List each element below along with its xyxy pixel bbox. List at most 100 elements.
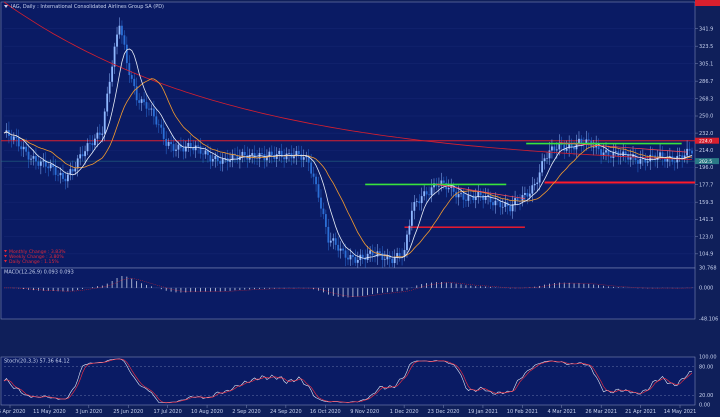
candle-body [369,250,372,254]
macd-tick-label: -48.106 [699,317,718,323]
candle-body [243,151,246,156]
candle-body [302,157,305,160]
candle-body [683,155,686,160]
candle-body [155,116,158,125]
y-tick-label: 250.0 [699,114,713,120]
candle-body [312,173,315,177]
stoch-tick-label: 0.00 [699,403,710,409]
candle-body [673,161,676,163]
candle-body [22,146,25,150]
macd-histogram [4,276,695,298]
candle-body [347,257,349,260]
x-tick-label: 14 May 2021 [664,409,697,415]
candle-body [403,250,406,257]
candle-body [578,138,580,144]
candle-body [383,259,386,260]
candle-body [62,172,64,179]
candle-body [84,151,86,157]
candle-body [462,193,465,200]
candle-body [288,153,290,154]
candle-body [546,158,548,159]
candle-body [339,248,342,251]
candle-body [160,124,163,128]
candle-body [551,146,553,151]
candle-body [204,150,207,155]
candle-body [659,152,661,157]
candle-body [25,146,28,152]
main-price-axis: 341.9 323.5 305.1 286.7 268.3 250.0 232.0 214.0… [695,26,713,258]
candle-body [273,154,276,159]
main-price-panel[interactable]: 341.9 323.5 305.1 286.7 268.3 250.0 232.0 214.0… [0,0,720,272]
candle-body [487,195,489,197]
ma-200-line [3,1,693,160]
candle-body [570,143,573,147]
candle-body [376,251,379,257]
macd-panel[interactable]: 30.768 0.000 -48.106 MACD(12,26,9) 0.093 0… [0,266,718,323]
symbol-dropdown-icon[interactable] [4,5,8,8]
candle-body [646,161,649,163]
candle-body [342,248,344,251]
candle-body [47,166,50,169]
stochastic-panel[interactable]: 100.00 80.00 20.00 0.00 Stoch(20,3,3) 57.36… [0,355,717,409]
main-grid [4,28,695,255]
candle-body [482,195,485,200]
candle-body [305,155,308,158]
candle-body [295,151,298,157]
candle-body [678,155,681,156]
candle-body [408,225,411,235]
candle-body [94,138,96,146]
candle-body [253,153,256,159]
y-tick-label: 268.3 [699,96,713,102]
candle-body [49,164,52,169]
candle-body [469,195,472,196]
y-tick-label: 141.3 [699,217,713,223]
candle-body [501,206,504,208]
price-tags: 224.0 202.5 [695,137,719,165]
candle-body [423,191,426,197]
candle-body [455,191,458,198]
candle-body [664,157,666,162]
candle-body [101,133,104,135]
y-tick-label: 196.0 [699,165,713,171]
candle-body [54,166,57,175]
candle-body [504,202,507,207]
candle-body [317,184,320,198]
candle-body [167,142,170,146]
candle-body [430,187,433,196]
candle-body [597,144,600,150]
candle-body [256,158,258,160]
macd-tick-label: 30.768 [699,266,717,272]
candle-body [492,202,494,206]
candle-body [297,151,300,155]
candle-body [413,202,416,211]
candle-body [66,174,69,182]
candle-body [108,81,111,94]
candle-body [138,100,141,103]
change-text: Monthly Change : 3.83% [9,249,66,255]
candle-body [71,169,74,172]
candle-body [324,214,327,227]
candle-body [39,161,42,166]
price-tag [695,137,719,144]
candle-body [89,143,91,144]
candle-body [568,143,571,149]
candle-body [332,238,335,241]
candle-body [474,197,477,201]
y-tick-label: 286.7 [699,79,713,85]
candle-body [320,197,322,209]
candle-body [285,153,288,160]
candle-body [337,244,340,251]
candle-body [644,157,647,163]
candle-body [484,196,487,200]
candle-body [103,111,106,134]
candle-body [440,180,443,186]
candle-body [396,253,399,258]
candle-body [207,150,209,156]
candle-body [157,124,160,126]
x-tick-label: 16 Apr 2020 [0,409,25,415]
main-levels [1,140,695,228]
candle-body [148,108,150,110]
candle-body [334,238,337,245]
x-tick-label: 1 Dec 2020 [390,409,419,415]
